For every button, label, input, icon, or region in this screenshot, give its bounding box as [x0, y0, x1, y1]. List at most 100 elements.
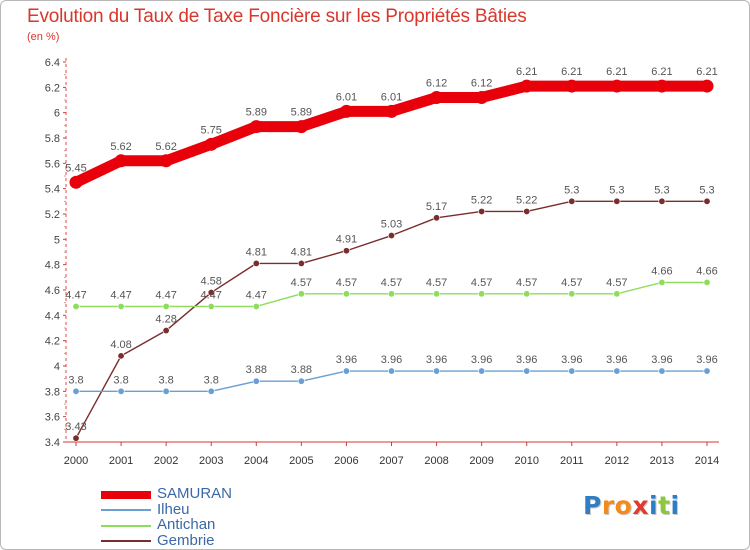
data-point-gembrie	[568, 197, 576, 205]
legend-item-antichan: Antichan	[101, 516, 301, 534]
data-label-antichan: 4.57	[291, 277, 312, 289]
data-point-ilheu	[342, 367, 350, 375]
y-tick-label: 6	[54, 108, 60, 120]
data-label-antichan: 4.57	[426, 277, 447, 289]
data-label-gembrie: 4.58	[201, 276, 222, 288]
data-point-gembrie	[72, 434, 80, 442]
data-label-gembrie: 5.22	[471, 194, 492, 206]
data-point-antichan	[658, 278, 666, 286]
data-label-ilheu: 3.96	[336, 354, 357, 366]
data-label-ilheu: 3.8	[204, 374, 219, 386]
x-tick-label: 2004	[244, 455, 268, 467]
x-tick-label: 2001	[109, 455, 133, 467]
data-point-samuran	[204, 137, 218, 151]
data-label-ilheu: 3.96	[561, 354, 582, 366]
data-point-gembrie	[342, 247, 350, 255]
data-point-samuran	[610, 79, 624, 93]
data-point-antichan	[568, 290, 576, 298]
line-chart: 3.4 3.6 3.8 4 4.2 4.4 4.6 4.8 5 5.2 5.4 5.6 5.8 6 6.2 6…	[45, 57, 720, 467]
data-label-ilheu: 3.8	[68, 374, 83, 386]
data-label-antichan: 4.47	[201, 289, 222, 301]
data-point-antichan	[387, 290, 395, 298]
data-label-samuran: 6.21	[651, 66, 672, 78]
data-label-gembrie: 5.3	[654, 184, 669, 196]
data-label-gembrie: 4.81	[291, 246, 312, 258]
data-label-antichan: 4.57	[336, 277, 357, 289]
data-point-gembrie	[523, 207, 531, 215]
x-tick-label: 2010	[514, 455, 538, 467]
legend-swatch	[101, 509, 151, 512]
logo-letter: P	[583, 491, 602, 520]
y-tick-label: 4.8	[45, 260, 60, 272]
data-point-gembrie	[613, 197, 621, 205]
x-tick-label: 2003	[199, 455, 223, 467]
x-tick-label: 2005	[289, 455, 313, 467]
data-point-antichan	[72, 302, 80, 310]
data-label-antichan: 4.57	[516, 277, 537, 289]
y-tick-label: 3.6	[45, 412, 60, 424]
data-label-antichan: 4.47	[110, 289, 131, 301]
data-point-antichan	[613, 290, 621, 298]
data-point-samuran	[159, 154, 173, 168]
data-point-ilheu	[433, 367, 441, 375]
data-point-antichan	[297, 290, 305, 298]
data-point-samuran	[475, 90, 489, 104]
x-tick-label: 2008	[424, 455, 448, 467]
data-label-samuran: 6.01	[381, 91, 402, 103]
data-label-ilheu: 3.96	[606, 354, 627, 366]
data-point-antichan	[252, 302, 260, 310]
data-point-samuran	[69, 175, 83, 189]
y-tick-label: 5.2	[45, 209, 60, 221]
data-point-ilheu	[703, 367, 711, 375]
data-label-antichan: 4.57	[471, 277, 492, 289]
chart-axes: 3.4 3.6 3.8 4 4.2 4.4 4.6 4.8 5 5.2 5.4 5.6 5.8 6 6.2 6…	[45, 57, 720, 467]
data-label-samuran: 6.21	[516, 66, 537, 78]
data-label-antichan: 4.66	[651, 265, 672, 277]
data-point-ilheu	[297, 377, 305, 385]
data-point-samuran	[700, 79, 714, 93]
data-point-gembrie	[117, 352, 125, 360]
logo-letter: r	[601, 491, 615, 520]
legend-label: Antichan	[157, 516, 216, 533]
data-point-antichan	[478, 290, 486, 298]
y-tick-label: 4.4	[45, 310, 60, 322]
data-point-gembrie	[703, 197, 711, 205]
logo-letter: i	[649, 491, 659, 520]
y-tick-label: 4.6	[45, 285, 60, 297]
data-label-ilheu: 3.96	[426, 354, 447, 366]
legend-item-gembrie: Gembrie	[101, 532, 301, 550]
data-point-ilheu	[658, 367, 666, 375]
data-point-gembrie	[297, 259, 305, 267]
legend-item-samuran: SAMURAN	[101, 485, 301, 503]
data-label-samuran: 6.01	[336, 91, 357, 103]
data-point-antichan	[433, 290, 441, 298]
series-layer	[69, 79, 714, 442]
logo-letter: i	[670, 491, 680, 520]
x-tick-label: 2006	[334, 455, 358, 467]
legend-label: Ilheu	[157, 500, 190, 518]
data-point-ilheu	[162, 387, 170, 395]
data-point-ilheu	[72, 387, 80, 395]
data-point-samuran	[565, 79, 579, 93]
data-label-samuran: 5.89	[291, 107, 312, 119]
x-tick-label: 2011	[560, 455, 584, 467]
data-label-gembrie: 3.43	[65, 421, 86, 433]
data-label-antichan: 4.57	[561, 277, 582, 289]
legend-label: SAMURAN	[157, 485, 233, 502]
legend-swatch	[101, 490, 151, 499]
proxiti-logo: Proxiti	[583, 491, 680, 520]
data-point-samuran	[249, 120, 263, 134]
data-point-antichan	[342, 290, 350, 298]
data-point-antichan	[117, 302, 125, 310]
y-tick-label: 4	[54, 361, 60, 373]
data-point-gembrie	[207, 289, 215, 297]
data-point-gembrie	[252, 259, 260, 267]
y-tick-label: 6.2	[45, 82, 60, 94]
data-point-gembrie	[478, 207, 486, 215]
data-label-gembrie: 4.28	[155, 314, 176, 326]
data-label-gembrie: 5.17	[426, 201, 447, 213]
data-label-gembrie: 5.3	[564, 184, 579, 196]
data-point-samuran	[339, 104, 353, 118]
legend: SAMURAN Ilheu Antichan Gembrie	[101, 485, 301, 550]
